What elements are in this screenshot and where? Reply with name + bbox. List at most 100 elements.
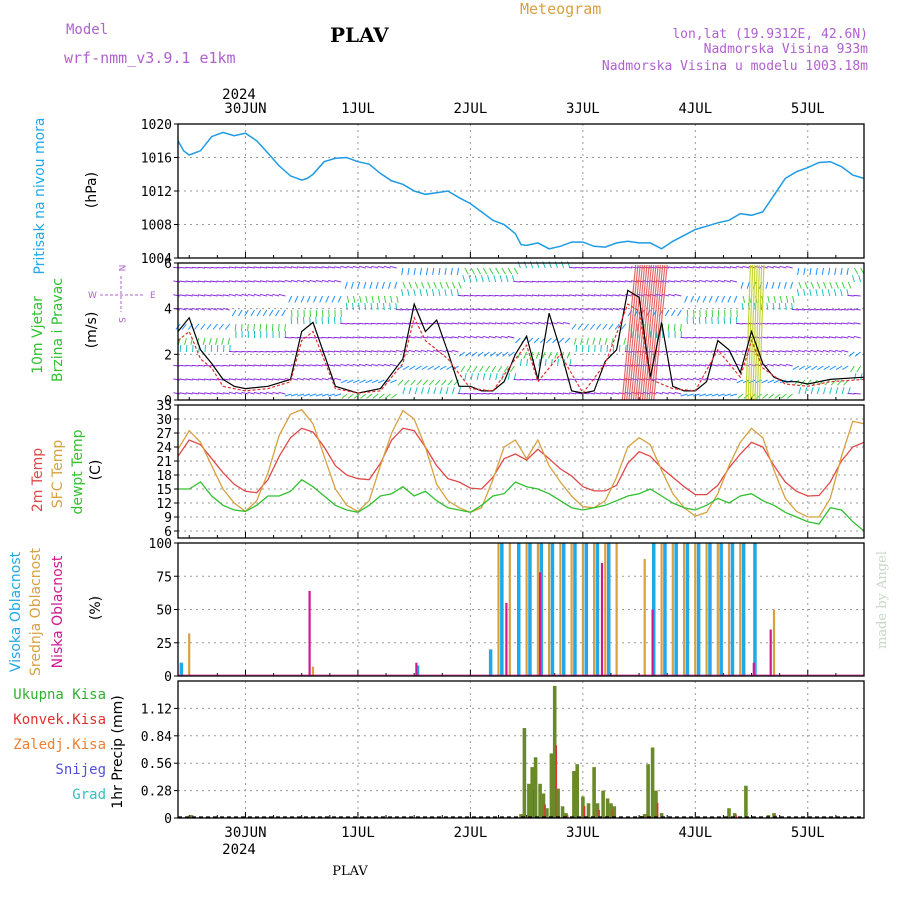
wind-barb	[327, 336, 335, 339]
wind-barb	[771, 281, 775, 289]
wind-barb	[409, 365, 416, 371]
wind-barb	[334, 393, 342, 397]
precip-bar	[654, 790, 658, 818]
wind-barb	[421, 387, 424, 395]
wind-barb	[835, 308, 843, 311]
cloud_high-bar	[753, 543, 757, 676]
wind-barb	[686, 393, 694, 397]
wind-barb	[235, 293, 243, 297]
wind-barb	[538, 308, 546, 311]
wind-streak	[641, 264, 657, 401]
wind-barb	[414, 322, 422, 325]
top-day-label: 1JUL	[341, 101, 375, 117]
precip-conv-bar	[555, 745, 558, 818]
wind-barb	[444, 289, 447, 297]
wind-barb	[773, 363, 781, 367]
cloud_mid-bar	[548, 543, 551, 676]
wind-barb	[853, 322, 861, 325]
wind-barb	[581, 280, 589, 283]
wind-barb	[235, 266, 243, 269]
wind-streak	[758, 264, 765, 401]
wind-barb	[315, 266, 323, 269]
bottom-day-label: 30JUN	[224, 825, 266, 841]
model-elevation-label: Nadmorska Visina u modelu 1003.18m	[602, 59, 868, 74]
wind-barb	[754, 322, 762, 325]
wind-barb	[548, 351, 552, 359]
wind-barb	[271, 323, 274, 332]
wind-barb	[786, 393, 793, 399]
wind-barb	[569, 294, 577, 297]
wind-barb	[598, 337, 602, 345]
wind-barb	[419, 267, 422, 275]
y-tick-label: 1020	[141, 118, 172, 133]
wind-barb	[290, 393, 298, 397]
wind-barb	[649, 280, 657, 283]
wind-barb	[612, 344, 615, 353]
wind-barb	[699, 377, 707, 381]
wind-barb	[816, 336, 824, 339]
wind-barb	[803, 267, 806, 275]
wind-unit: (m/s)	[84, 312, 100, 349]
wind-barb	[241, 280, 249, 283]
wind-barb	[309, 279, 317, 283]
wind-barb	[507, 373, 510, 381]
wind-barb	[284, 323, 286, 332]
wind-barb	[198, 307, 206, 311]
wind-barb	[649, 391, 657, 395]
wind-barb	[334, 350, 342, 353]
wind-barb	[661, 350, 669, 353]
wind-barb	[593, 307, 601, 311]
precip-bar	[538, 783, 542, 819]
wind-barb	[439, 281, 443, 289]
wind-barb	[370, 303, 373, 311]
wind-barb	[390, 379, 397, 384]
wind-barb	[426, 308, 434, 311]
wind-barb	[439, 322, 447, 325]
y-tick-label: 24	[156, 441, 172, 456]
wind-barb	[439, 387, 443, 395]
wind-barb	[538, 321, 546, 325]
wind-barb	[762, 393, 769, 399]
wind-barb	[661, 378, 669, 381]
wind-barb	[792, 365, 800, 371]
precip-conv-bar	[583, 806, 586, 818]
precip-bar	[545, 808, 549, 818]
wind-barb	[717, 336, 725, 339]
wind-barb	[234, 323, 237, 332]
wind-barb	[431, 289, 435, 297]
wind-barb	[383, 265, 391, 269]
wind-barb	[736, 265, 744, 269]
precip-bar	[530, 767, 534, 818]
wind-barb	[297, 377, 305, 381]
wind-barb	[284, 279, 292, 283]
wind-barb	[606, 344, 608, 353]
wind-barb	[487, 275, 490, 283]
y-tick-label: 1.12	[141, 702, 172, 717]
wind-barb	[346, 336, 354, 339]
wind-barb	[445, 349, 453, 353]
wind-barb	[692, 336, 700, 339]
wind-barb	[265, 323, 268, 332]
wind-barb	[309, 350, 317, 353]
wind-barb	[711, 377, 719, 381]
wind-barb	[414, 336, 422, 339]
wind-barb	[352, 350, 360, 353]
y-tick-label: 0	[164, 812, 172, 827]
cloud_high-bar	[696, 543, 701, 676]
wind-barb	[586, 337, 589, 345]
wind-barb	[321, 279, 329, 283]
wind-barb	[303, 316, 305, 325]
wind-barb	[606, 266, 614, 269]
wind-barb	[347, 393, 354, 399]
wind-barb	[562, 308, 570, 311]
wind-barb	[197, 364, 206, 367]
wind-barb	[313, 295, 317, 303]
wind-barb	[696, 295, 701, 303]
wind-barb	[345, 303, 348, 311]
wind-barb	[729, 266, 737, 269]
wind-barb	[426, 336, 434, 339]
wind-barb	[566, 351, 571, 359]
wind-barb	[791, 308, 799, 311]
wind-barb	[337, 295, 342, 303]
pressure-ylabel: Pritisak na nivou mora	[32, 117, 48, 274]
